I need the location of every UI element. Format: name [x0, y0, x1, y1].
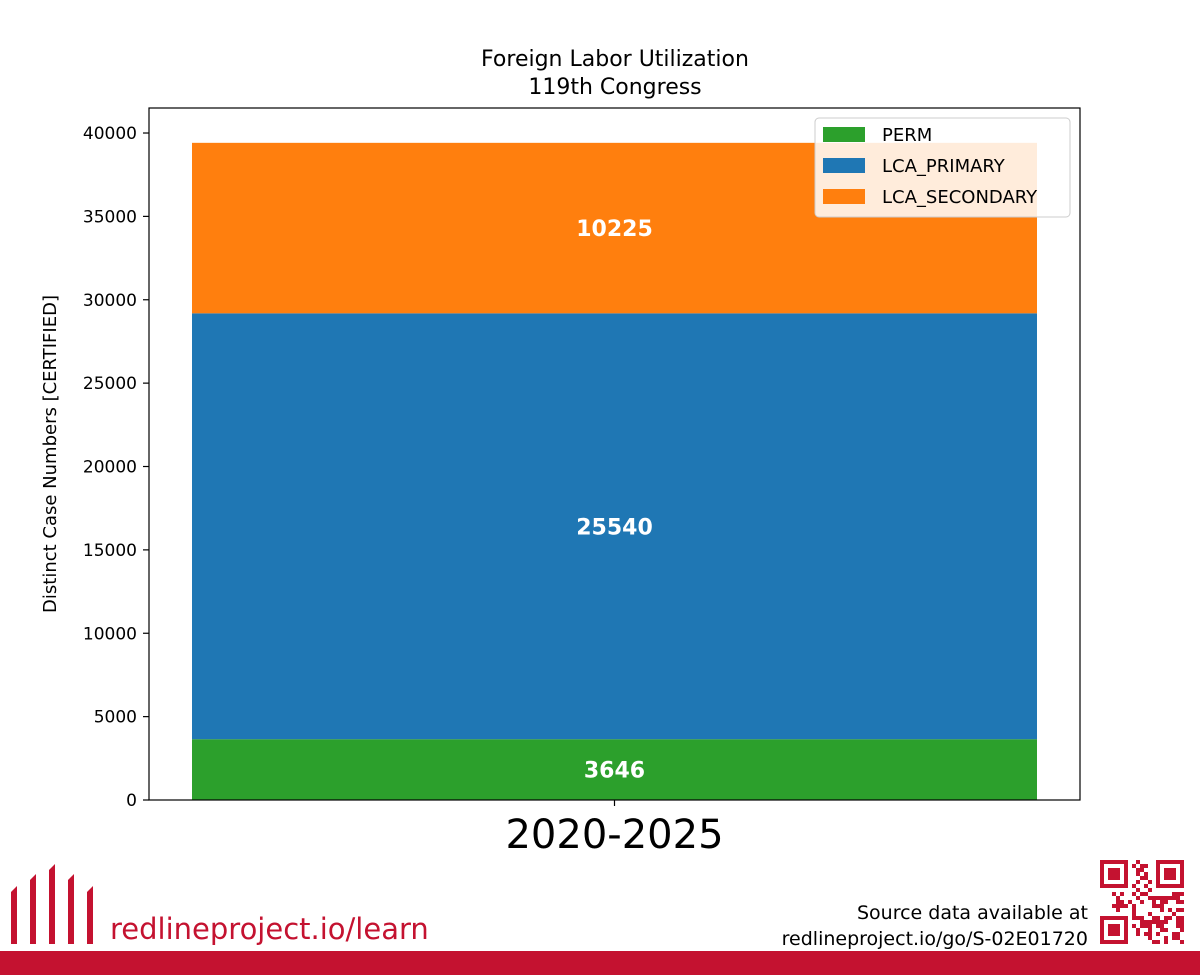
legend-frame: [814, 117, 1071, 218]
legend-label: LCA_PRIMARY: [882, 156, 1006, 177]
legend: PERM LCA_PRIMARY LCA_SECONDARY: [814, 117, 1071, 218]
legend-swatch: [823, 189, 865, 204]
redline-logo-icon: [11, 864, 93, 944]
brand-link[interactable]: redlineproject.io/learn: [110, 912, 429, 946]
bar-label-group: 3646 25540 10225: [576, 217, 653, 784]
y-tick-label: 25000: [83, 374, 137, 394]
source-link[interactable]: redlineproject.io/go/S-02E01720: [781, 928, 1088, 950]
source-line-1: Source data available at: [856, 902, 1088, 924]
bar-label-perm: 3646: [584, 759, 645, 784]
y-tick-label: 20000: [83, 458, 137, 478]
y-tick-label: 10000: [83, 624, 137, 644]
chart-title: Foreign Labor Utilization: [481, 47, 749, 72]
legend-swatch: [823, 158, 865, 173]
bar-label-lca-secondary: 10225: [576, 217, 653, 242]
chart: Foreign Labor Utilization 119th Congress…: [40, 47, 1081, 860]
bar-label-lca-primary: 25540: [576, 515, 653, 540]
y-tick-label: 40000: [83, 124, 137, 144]
y-tick-label: 15000: [83, 541, 137, 561]
chart-subtitle: 119th Congress: [528, 75, 701, 100]
y-axis: 0 5000 10000 15000 20000 25000 30000 35000 40000: [83, 124, 149, 811]
x-tick-label: 2020-2025: [505, 812, 723, 858]
bar-group: [192, 142, 1037, 800]
y-axis-label: Distinct Case Numbers [CERTIFIED]: [40, 295, 61, 613]
bar-perm: [192, 739, 1037, 800]
y-tick-label: 5000: [94, 708, 137, 728]
legend-label: LCA_SECONDARY: [882, 187, 1038, 208]
y-tick-label: 30000: [83, 291, 137, 311]
bar-lca-primary: [192, 313, 1037, 740]
legend-swatch: [823, 127, 865, 142]
source-note: Source data available at redlineproject.…: [782, 900, 1088, 952]
x-tick-label: TX-07: [556, 858, 672, 860]
footer-bar: [0, 951, 1200, 975]
x-axis: 2020-2025TX-07: [505, 800, 724, 860]
y-tick-label: 0: [126, 791, 137, 811]
qr-code-icon[interactable]: [1100, 860, 1186, 946]
y-tick-label: 35000: [83, 207, 137, 227]
legend-label: PERM: [882, 125, 932, 146]
